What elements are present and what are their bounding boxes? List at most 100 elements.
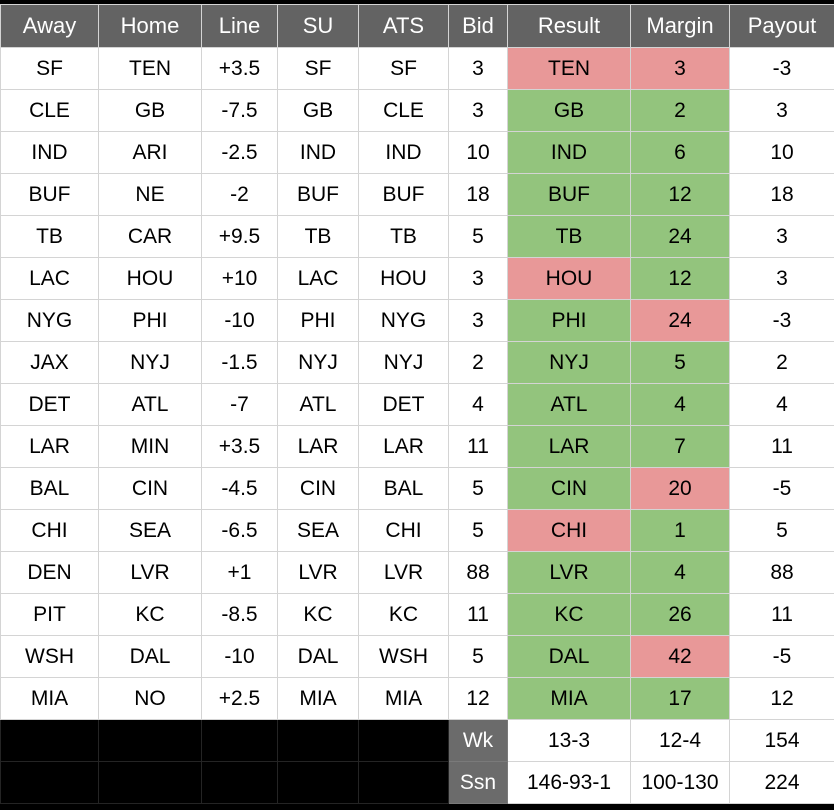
- away-team-cell[interactable]: IND: [0, 131, 99, 174]
- su-pick-cell[interactable]: DAL: [277, 635, 359, 678]
- away-team-cell[interactable]: PIT: [0, 593, 99, 636]
- ats-pick-cell[interactable]: LAR: [358, 425, 449, 468]
- payout-cell[interactable]: 3: [729, 89, 834, 132]
- home-team-cell[interactable]: NYJ: [98, 341, 202, 384]
- margin-cell[interactable]: 12: [630, 173, 730, 216]
- su-pick-cell[interactable]: SEA: [277, 509, 359, 552]
- away-team-cell[interactable]: BAL: [0, 467, 99, 510]
- header-payout[interactable]: Payout: [729, 4, 834, 48]
- ats-pick-cell[interactable]: NYJ: [358, 341, 449, 384]
- away-team-cell[interactable]: CLE: [0, 89, 99, 132]
- away-team-cell[interactable]: LAR: [0, 425, 99, 468]
- blank-cell[interactable]: [277, 719, 359, 762]
- margin-cell[interactable]: 42: [630, 635, 730, 678]
- line-cell[interactable]: -1.5: [201, 341, 278, 384]
- home-team-cell[interactable]: CAR: [98, 215, 202, 258]
- home-team-cell[interactable]: ATL: [98, 383, 202, 426]
- bid-cell[interactable]: 3: [448, 47, 508, 90]
- su-pick-cell[interactable]: TB: [277, 215, 359, 258]
- su-pick-cell[interactable]: ATL: [277, 383, 359, 426]
- header-bid[interactable]: Bid: [448, 4, 508, 48]
- bid-cell[interactable]: 18: [448, 173, 508, 216]
- result-cell[interactable]: MIA: [507, 677, 631, 720]
- ats-pick-cell[interactable]: NYG: [358, 299, 449, 342]
- ats-pick-cell[interactable]: LVR: [358, 551, 449, 594]
- home-team-cell[interactable]: TEN: [98, 47, 202, 90]
- line-cell[interactable]: +2.5: [201, 677, 278, 720]
- bid-cell[interactable]: 5: [448, 509, 508, 552]
- home-team-cell[interactable]: HOU: [98, 257, 202, 300]
- away-team-cell[interactable]: SF: [0, 47, 99, 90]
- blank-cell[interactable]: [201, 761, 278, 804]
- line-cell[interactable]: +1: [201, 551, 278, 594]
- margin-cell[interactable]: 20: [630, 467, 730, 510]
- payout-cell[interactable]: -3: [729, 47, 834, 90]
- blank-cell[interactable]: [98, 761, 202, 804]
- su-pick-cell[interactable]: PHI: [277, 299, 359, 342]
- margin-cell[interactable]: 26: [630, 593, 730, 636]
- payout-cell[interactable]: 88: [729, 551, 834, 594]
- margin-cell[interactable]: 3: [630, 47, 730, 90]
- away-team-cell[interactable]: JAX: [0, 341, 99, 384]
- su-pick-cell[interactable]: KC: [277, 593, 359, 636]
- su-pick-cell[interactable]: BUF: [277, 173, 359, 216]
- margin-cell[interactable]: 24: [630, 215, 730, 258]
- header-ats[interactable]: ATS: [358, 4, 449, 48]
- payout-cell[interactable]: -5: [729, 467, 834, 510]
- payout-cell[interactable]: 3: [729, 215, 834, 258]
- su-pick-cell[interactable]: MIA: [277, 677, 359, 720]
- blank-cell[interactable]: [0, 761, 99, 804]
- week-margin-record-cell[interactable]: 12-4: [630, 719, 730, 762]
- bid-cell[interactable]: 88: [448, 551, 508, 594]
- result-cell[interactable]: BUF: [507, 173, 631, 216]
- week-payout-total-cell[interactable]: 154: [729, 719, 834, 762]
- su-pick-cell[interactable]: NYJ: [277, 341, 359, 384]
- ats-pick-cell[interactable]: CHI: [358, 509, 449, 552]
- away-team-cell[interactable]: LAC: [0, 257, 99, 300]
- bid-cell[interactable]: 2: [448, 341, 508, 384]
- result-cell[interactable]: NYJ: [507, 341, 631, 384]
- su-pick-cell[interactable]: IND: [277, 131, 359, 174]
- away-team-cell[interactable]: MIA: [0, 677, 99, 720]
- header-result[interactable]: Result: [507, 4, 631, 48]
- bid-cell[interactable]: 11: [448, 425, 508, 468]
- week-label-cell[interactable]: Wk: [448, 719, 508, 762]
- margin-cell[interactable]: 6: [630, 131, 730, 174]
- season-margin-record-cell[interactable]: 100-130: [630, 761, 730, 804]
- result-cell[interactable]: TEN: [507, 47, 631, 90]
- ats-pick-cell[interactable]: BUF: [358, 173, 449, 216]
- ats-pick-cell[interactable]: MIA: [358, 677, 449, 720]
- week-result-record-cell[interactable]: 13-3: [507, 719, 631, 762]
- su-pick-cell[interactable]: LAC: [277, 257, 359, 300]
- su-pick-cell[interactable]: LAR: [277, 425, 359, 468]
- header-margin[interactable]: Margin: [630, 4, 730, 48]
- line-cell[interactable]: -6.5: [201, 509, 278, 552]
- result-cell[interactable]: TB: [507, 215, 631, 258]
- line-cell[interactable]: -10: [201, 635, 278, 678]
- payout-cell[interactable]: 18: [729, 173, 834, 216]
- ats-pick-cell[interactable]: KC: [358, 593, 449, 636]
- line-cell[interactable]: +9.5: [201, 215, 278, 258]
- line-cell[interactable]: -8.5: [201, 593, 278, 636]
- su-pick-cell[interactable]: SF: [277, 47, 359, 90]
- result-cell[interactable]: KC: [507, 593, 631, 636]
- away-team-cell[interactable]: TB: [0, 215, 99, 258]
- ats-pick-cell[interactable]: SF: [358, 47, 449, 90]
- blank-cell[interactable]: [358, 761, 449, 804]
- margin-cell[interactable]: 4: [630, 383, 730, 426]
- ats-pick-cell[interactable]: DET: [358, 383, 449, 426]
- bid-cell[interactable]: 3: [448, 299, 508, 342]
- line-cell[interactable]: -2.5: [201, 131, 278, 174]
- payout-cell[interactable]: 3: [729, 257, 834, 300]
- result-cell[interactable]: CHI: [507, 509, 631, 552]
- line-cell[interactable]: -7: [201, 383, 278, 426]
- payout-cell[interactable]: 11: [729, 425, 834, 468]
- line-cell[interactable]: -4.5: [201, 467, 278, 510]
- home-team-cell[interactable]: LVR: [98, 551, 202, 594]
- ats-pick-cell[interactable]: HOU: [358, 257, 449, 300]
- result-cell[interactable]: ATL: [507, 383, 631, 426]
- margin-cell[interactable]: 2: [630, 89, 730, 132]
- bid-cell[interactable]: 10: [448, 131, 508, 174]
- blank-cell[interactable]: [98, 719, 202, 762]
- margin-cell[interactable]: 5: [630, 341, 730, 384]
